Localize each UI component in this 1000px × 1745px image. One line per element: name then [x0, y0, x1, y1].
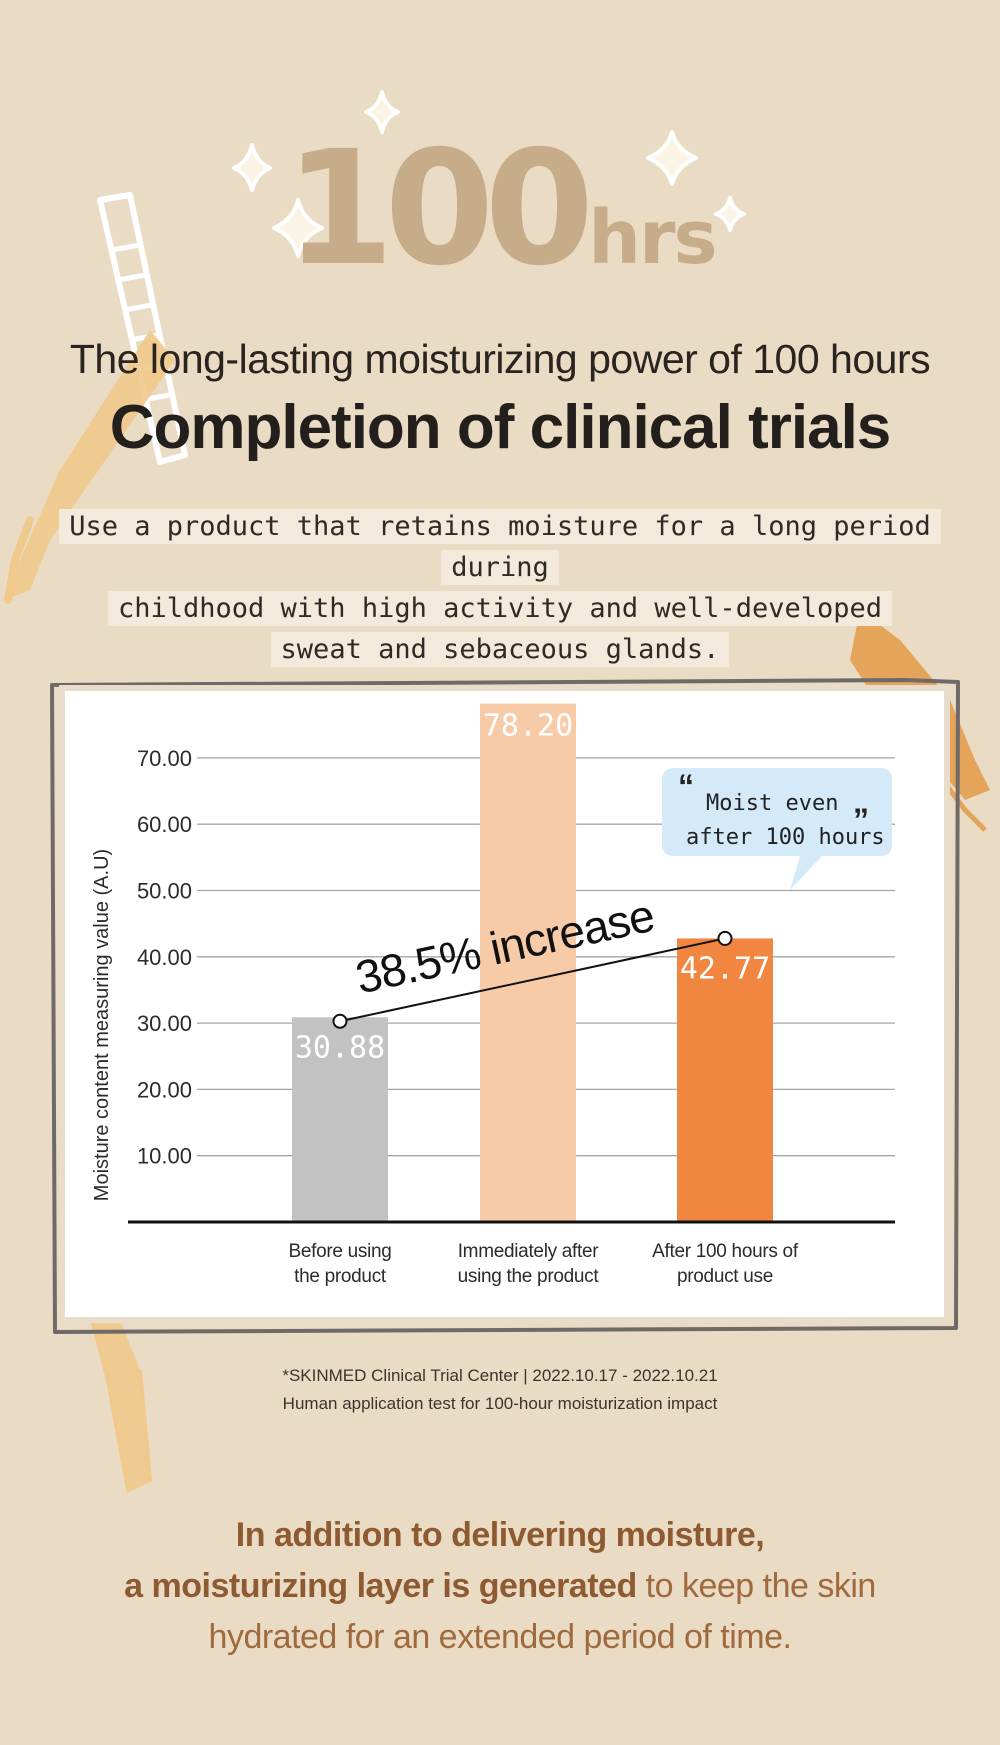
increase-start-point — [332, 1013, 348, 1029]
y-tick-label: 40.00 — [137, 945, 192, 970]
description-line: childhood with high activity and well-de… — [107, 591, 892, 626]
x-category-label: Before using — [288, 1241, 391, 1262]
x-category-label: using the product — [458, 1266, 600, 1287]
footnote: *SKINMED Clinical Trial Center | 2022.10… — [0, 1362, 1000, 1418]
hero-number: 100 — [284, 117, 594, 301]
hero-heading: 100hrs — [0, 130, 1000, 288]
increase-end-point — [717, 930, 733, 946]
bar — [677, 938, 773, 1222]
callout-line: Moist even — [706, 791, 838, 816]
closing-line-3: hydrated for an extended period of time. — [208, 1618, 792, 1656]
bar-value-label: 78.20 — [483, 709, 573, 744]
footnote-source: *SKINMED Clinical Trial Center | 2022.10… — [282, 1366, 718, 1385]
bar-value-label: 42.77 — [680, 951, 770, 986]
description-line: sweat and sebaceous glands. — [270, 632, 730, 667]
page-title: Completion of clinical trials — [109, 393, 892, 462]
increase-line — [339, 937, 726, 1023]
y-tick-label: 70.00 — [137, 746, 192, 771]
y-axis-label: Moisture content measuring value (A.U) — [91, 849, 113, 1201]
callout-line: after 100 hours — [686, 825, 885, 850]
subtitle: The long-lasting moisturizing power of 1… — [69, 336, 931, 382]
bar-chart: 10.00 20.00 30.00 40.00 50.00 60.00 70.00 Moist… — [50, 678, 960, 1334]
y-tick-label: 60.00 — [137, 812, 192, 837]
y-tick-label: 10.00 — [137, 1144, 192, 1169]
closing-line-1: In addition to delivering moisture, — [235, 1516, 765, 1554]
y-tick-label: 20.00 — [137, 1077, 192, 1102]
closing-line-2-bold: a moisturizing layer is generated — [124, 1567, 637, 1605]
description: Use a product that retains moisture for … — [40, 506, 960, 670]
y-tick-label: 50.00 — [137, 879, 192, 904]
chart-frame-border — [50, 678, 960, 1334]
chart-frame: 10.00 20.00 30.00 40.00 50.00 60.00 70.00 Moist… — [50, 678, 960, 1334]
callout-bubble — [662, 768, 892, 890]
bar — [480, 703, 576, 1222]
x-category-label: After 100 hours of — [652, 1241, 799, 1262]
y-tick-label: 30.00 — [137, 1011, 192, 1036]
closing-line-2-rest: to keep the skin — [636, 1567, 877, 1605]
x-category-label: Immediately after — [458, 1241, 600, 1262]
footnote-test: Human application test for 100-hour mois… — [282, 1394, 718, 1413]
quote-open-icon: “ — [678, 768, 694, 804]
description-line: Use a product that retains moisture for … — [59, 509, 941, 585]
hero-unit: hrs — [588, 195, 717, 281]
bar — [292, 1017, 388, 1222]
x-category-label: product use — [677, 1266, 773, 1287]
bar-value-label: 30.88 — [295, 1030, 385, 1065]
closing-statement: In addition to delivering moisture, a mo… — [0, 1510, 1000, 1663]
x-category-label: the product — [294, 1266, 387, 1287]
quote-close-icon: ” — [853, 802, 869, 838]
